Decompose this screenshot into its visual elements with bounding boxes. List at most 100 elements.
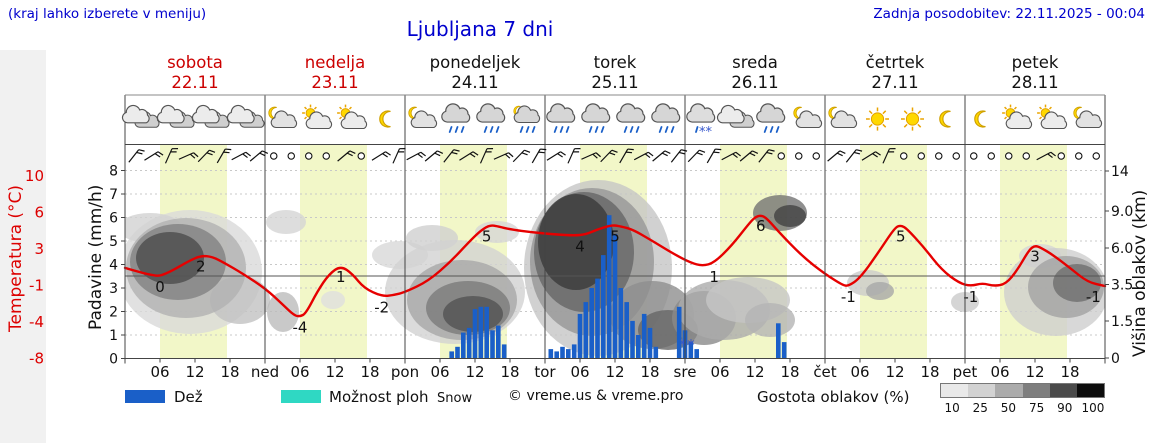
x-day-label: čet <box>813 363 836 381</box>
legend-cloud-density-label: Gostota oblakov (%) <box>757 388 910 406</box>
density-tick-label: 100 <box>1081 401 1105 415</box>
weather-icon-sun <box>866 107 889 131</box>
temp-minmax-label: 4 <box>575 238 585 256</box>
density-tick-label: 10 <box>944 401 960 415</box>
day-date: 24.11 <box>451 73 498 92</box>
weather-icon-moon <box>379 110 391 128</box>
day-date: 26.11 <box>731 73 778 92</box>
wind-calm-icon <box>987 152 995 160</box>
wind-calm-icon <box>969 152 978 160</box>
precip-axis-tick: 8 <box>109 164 118 180</box>
x-tick-label: 12 <box>745 363 764 381</box>
wind-barb-icon <box>600 149 618 163</box>
wind-barb-icon <box>581 152 601 160</box>
x-tick-label: 06 <box>290 363 309 381</box>
wind-barb-icon <box>216 148 232 164</box>
weather-icon-cloud <box>226 104 265 128</box>
weather-icon-rain <box>651 103 681 133</box>
cloud-axis-tick: 0 <box>1111 351 1120 367</box>
weather-icon-sun <box>901 107 924 131</box>
wind-barb-icon <box>827 150 846 162</box>
legend-rain-label: Dež <box>174 388 203 406</box>
weather-icon-partly-sun <box>1037 104 1068 130</box>
daylight-band <box>300 144 367 359</box>
wind-barb-icon <box>567 148 581 164</box>
weather-icon-cloud <box>191 104 230 128</box>
temp-axis-tick: 3 <box>34 240 44 258</box>
weather-icon-partly-sun <box>337 104 368 130</box>
wind-barb-icon <box>197 149 216 163</box>
copyright-link[interactable]: © vreme.us & vreme.pro <box>508 388 684 404</box>
wind-calm-icon <box>794 152 803 160</box>
wind-barb-icon <box>687 149 706 163</box>
temp-axis-tick: 6 <box>34 204 44 222</box>
cloud-axis-tick: 1.5 <box>1111 314 1133 330</box>
wind-barb-icon <box>512 149 531 163</box>
x-tick-label: 18 <box>640 363 659 381</box>
wind-barb-icon <box>721 151 741 161</box>
weather-icon-rain <box>546 103 576 133</box>
wind-calm-icon <box>1075 152 1083 160</box>
weather-icon-sleet: ** <box>686 103 716 140</box>
wind-barb-icon <box>706 148 722 164</box>
temp-minmax-label: 1 <box>336 268 346 286</box>
wind-barb-icon <box>845 149 863 163</box>
wind-barb-icon <box>1036 151 1056 161</box>
temp-minmax-label: 2 <box>196 258 206 276</box>
temp-minmax-label: 5 <box>482 227 492 245</box>
weather-icon-moon-cloud <box>793 106 823 129</box>
x-day-label: tor <box>534 363 556 381</box>
weather-icon-rain <box>441 103 471 133</box>
temp-axis-tick: 10 <box>25 167 44 185</box>
menu-hint: (kraj lahko izberete v meniju) <box>8 6 207 22</box>
wind-barb-icon <box>337 150 356 162</box>
precip-axis-tick: 6 <box>109 211 118 227</box>
day-date: 28.11 <box>1011 73 1058 92</box>
legend-snow-label: Snow <box>437 391 473 406</box>
day-name: četrtek <box>866 53 925 72</box>
day-name: nedelja <box>305 53 366 72</box>
x-tick-label: 12 <box>605 363 624 381</box>
weather-icon-moon-cloud <box>268 106 298 129</box>
day-name: torek <box>594 53 637 72</box>
day-date: 23.11 <box>311 73 358 92</box>
weather-icon-cloud <box>121 104 160 128</box>
x-day-label: pet <box>953 363 978 381</box>
day-name: sreda <box>732 53 778 72</box>
wind-barb-icon <box>371 151 391 161</box>
wind-barb-icon <box>459 151 479 161</box>
cloud-axis-tick: 3.5 <box>1111 278 1133 294</box>
weather-icon-rain <box>476 103 506 133</box>
x-day-label: pon <box>391 363 419 381</box>
density-gradient-segment <box>1022 384 1050 397</box>
x-tick-label: 06 <box>990 363 1009 381</box>
weather-icon-moon-cloud <box>1073 106 1103 129</box>
snow-mark: * <box>679 336 687 354</box>
temp-axis-tick: -4 <box>29 313 44 331</box>
wind-calm-icon <box>1022 152 1030 160</box>
precip-axis-title: Padavine (mm/h) <box>86 184 106 330</box>
daylight-band <box>860 144 927 359</box>
precip-axis-tick: 7 <box>109 187 118 203</box>
temp-minmax-label: -1 <box>841 288 856 306</box>
wind-calm-icon <box>322 152 330 160</box>
wind-barb-icon <box>392 148 406 164</box>
x-tick-label: 12 <box>465 363 484 381</box>
precip-axis-tick: 4 <box>109 258 118 274</box>
weather-icon-cloud <box>716 104 755 128</box>
wind-barb-icon <box>231 151 251 161</box>
wind-calm-icon <box>934 152 943 160</box>
density-tick-label: 25 <box>972 401 988 415</box>
wind-barb-icon <box>424 150 444 162</box>
wind-barb-icon <box>443 149 460 163</box>
wind-calm-icon <box>812 152 820 160</box>
wind-calm-icon <box>952 152 960 160</box>
x-tick-label: 06 <box>570 363 589 381</box>
x-tick-label: 18 <box>780 363 799 381</box>
day-date: 27.11 <box>871 73 918 92</box>
wind-calm-icon <box>269 152 278 160</box>
wind-barb-icon <box>249 150 269 162</box>
rain-bars <box>449 215 787 359</box>
wind-calm-icon <box>287 152 295 160</box>
